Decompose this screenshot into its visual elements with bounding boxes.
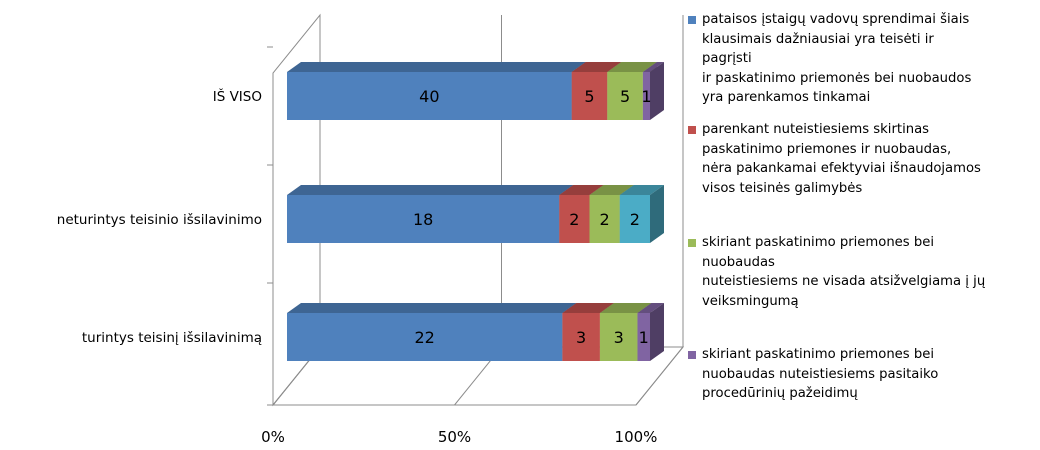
data-label: 18: [413, 210, 433, 229]
legend-swatch-series-4: [688, 351, 696, 359]
bar-front: [607, 72, 643, 120]
legend-label: pataisos įstaigų vadovų sprendimai šiais…: [702, 12, 972, 106]
data-label: 5: [620, 87, 630, 106]
bar-segment: 40: [287, 62, 586, 120]
bar-top: [589, 185, 634, 195]
bar-top: [287, 303, 577, 313]
bar-front: [287, 72, 572, 120]
data-label: 40: [419, 87, 439, 106]
bar-top: [559, 185, 604, 195]
legend-item: skiriant paskatinimo priemones bei nuoba…: [688, 345, 1038, 404]
bar-segment: 1: [641, 62, 664, 120]
bar-front: [287, 195, 560, 243]
legend-label: parenkant nuteistiesiems skirtinas paska…: [702, 122, 981, 196]
bar-side: [650, 185, 664, 243]
bar-top: [287, 62, 586, 72]
legend-label: skiriant paskatinimo priemones bei nuoba…: [702, 347, 939, 402]
bar-side: [650, 62, 664, 120]
bar-front: [559, 195, 590, 243]
bar-top: [619, 185, 664, 195]
legend-swatch-series-1: [688, 16, 696, 24]
chart-legend: pataisos įstaigų vadovų sprendimai šiais…: [688, 10, 1038, 404]
bar-segment: 22: [287, 303, 577, 361]
legend-item: pataisos įstaigų vadovų sprendimai šiais…: [688, 10, 1038, 108]
bar-segment: 18: [287, 185, 574, 243]
bar-segment: 2: [619, 185, 664, 243]
data-label: 2: [569, 210, 579, 229]
legend-swatch-series-2: [688, 126, 696, 134]
bar-front: [571, 72, 608, 120]
legend-label: skiriant paskatinimo priemones bei nuoba…: [702, 235, 986, 309]
legend-item: parenkant nuteistiesiems skirtinas paska…: [688, 120, 1038, 233]
bar-front: [562, 313, 600, 361]
data-label: 1: [639, 328, 649, 347]
bar-front: [642, 72, 650, 120]
x-tick-label: 100%: [615, 428, 658, 446]
bar-top: [607, 62, 657, 72]
x-tick-label: 50%: [438, 428, 471, 446]
bar-top: [642, 62, 664, 72]
bar-front: [589, 195, 620, 243]
x-tick-label: 0%: [261, 428, 285, 446]
data-label: 3: [576, 328, 586, 347]
legend-item: skiriant paskatinimo priemones bei nuoba…: [688, 233, 1038, 345]
data-label: 5: [584, 87, 594, 106]
data-label: 3: [614, 328, 624, 347]
plot-area: 0% 50% 100% turintys teisinį išsilavinimą ne…: [57, 13, 685, 446]
legend-swatch-series-3: [688, 239, 696, 247]
bar-top: [287, 185, 574, 195]
bar-front: [287, 313, 563, 361]
bar-front: [599, 313, 638, 361]
gridline-floor: [635, 346, 684, 406]
data-label: 1: [641, 87, 651, 106]
data-label: 22: [415, 328, 435, 347]
bar-front: [637, 313, 650, 361]
category-label: turintys teisinį išsilavinimą: [82, 330, 262, 346]
bar-segment: 1: [637, 303, 664, 361]
bar-top: [571, 62, 622, 72]
bar-top: [637, 303, 664, 313]
bar-top: [562, 303, 614, 313]
category-label: neturintys teisinio išsilavinimo: [57, 212, 262, 228]
bar-front: [619, 195, 650, 243]
data-label: 2: [600, 210, 610, 229]
bar-top: [599, 303, 652, 313]
bar-side: [650, 303, 664, 361]
category-label: IŠ VISO: [213, 87, 262, 105]
data-label: 2: [630, 210, 640, 229]
